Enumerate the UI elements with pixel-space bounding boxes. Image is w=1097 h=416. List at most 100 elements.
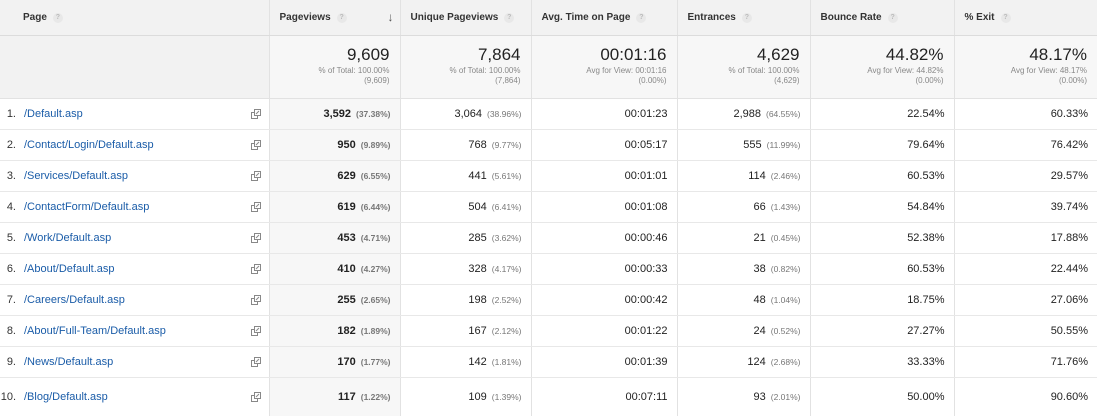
total-absolute: (9,609) [270,76,400,86]
table-row: 7./Careers/Default.asp 255(2.65%) 198(2.… [0,285,1097,316]
bounce-rate-cell: 22.54% [810,99,954,130]
open-page-icon[interactable] [251,357,261,367]
help-icon[interactable]: ? [888,13,898,23]
total-absolute: (0.00%) [811,76,954,86]
entrances-cell: 48(1.04%) [677,285,810,316]
page-link[interactable]: /ContactForm/Default.asp [24,201,149,213]
unique-pageviews-value: 504 [468,201,486,213]
table-row: 1./Default.asp 3,592(37.38%) 3,064(38.96… [0,99,1097,130]
column-header-pageviews[interactable]: Pageviews? ↓ [269,0,400,36]
bounce-rate-cell: 33.33% [810,347,954,378]
sort-descending-icon[interactable]: ↓ [388,10,394,24]
pageviews-value: 453 [337,232,355,244]
entrances-percent: (0.45%) [771,233,801,243]
page-link[interactable]: /Blog/Default.asp [24,391,108,403]
total-value: 4,629 [678,36,810,66]
bounce-rate-cell: 54.84% [810,192,954,223]
column-header-page[interactable]: Page? [0,0,269,36]
pageviews-cell: 117(1.22%) [269,378,400,416]
total-pageviews: 9,609% of Total: 100.00%(9,609) [269,36,400,99]
open-page-icon[interactable] [251,264,261,274]
avg-time-cell: 00:01:08 [531,192,677,223]
entrances-percent: (0.82%) [771,264,801,274]
total-share: % of Total: 100.00% [270,66,400,76]
help-icon[interactable]: ? [1001,13,1011,23]
unique-pageviews-value: 768 [468,139,486,151]
pageviews-cell: 629(6.55%) [269,161,400,192]
page-link[interactable]: /Default.asp [24,108,83,120]
entrances-cell: 24(0.52%) [677,316,810,347]
unique-pageviews-percent: (3.62%) [492,233,522,243]
page-link[interactable]: /About/Full-Team/Default.asp [24,325,166,337]
open-page-icon[interactable] [251,295,261,305]
page-cell: 4./ContactForm/Default.asp [0,192,269,223]
unique-pageviews-percent: (5.61%) [492,171,522,181]
page-link[interactable]: /Services/Default.asp [24,170,128,182]
total-value: 48.17% [955,36,1097,66]
entrances-cell: 66(1.43%) [677,192,810,223]
entrances-percent: (1.43%) [771,202,801,212]
column-header-exit[interactable]: % Exit? [954,0,1097,36]
pageviews-cell: 182(1.89%) [269,316,400,347]
page-link[interactable]: /Work/Default.asp [24,232,111,244]
entrances-cell: 124(2.68%) [677,347,810,378]
exit-cell: 90.60% [954,378,1097,416]
table-row: 3./Services/Default.asp 629(6.55%) 441(5… [0,161,1097,192]
row-rank: 2. [0,139,16,151]
column-header-bounce-rate[interactable]: Bounce Rate? [810,0,954,36]
unique-pageviews-value: 198 [468,294,486,306]
table-body: 1./Default.asp 3,592(37.38%) 3,064(38.96… [0,99,1097,416]
column-label: Page [23,12,47,23]
help-icon[interactable]: ? [53,13,63,23]
column-label: Pageviews [280,12,331,23]
page-link[interactable]: /About/Default.asp [24,263,115,275]
column-header-unique-pageviews[interactable]: Unique Pageviews? [400,0,531,36]
open-page-icon[interactable] [251,140,261,150]
entrances-cell: 21 (0.45%) [677,223,810,254]
table-row: 9./News/Default.asp 170(1.77%) 142(1.81%… [0,347,1097,378]
column-header-entrances[interactable]: Entrances? [677,0,810,36]
avg-time-value: 00:01:39 [625,356,668,368]
open-page-icon[interactable] [251,171,261,181]
bounce-rate-cell: 50.00% [810,378,954,416]
exit-cell: 17.88% [954,223,1097,254]
total-bounce-rate: 44.82%Avg for View: 44.82%(0.00%) [810,36,954,99]
help-icon[interactable]: ? [636,13,646,23]
open-page-icon[interactable] [251,326,261,336]
page-link[interactable]: /Careers/Default.asp [24,294,125,306]
pageviews-cell: 950(9.89%) [269,130,400,161]
total-value: 9,609 [270,36,400,66]
help-icon[interactable]: ? [337,13,347,23]
help-icon[interactable]: ? [742,13,752,23]
page-link[interactable]: /News/Default.asp [24,356,113,368]
pageviews-cell: 3,592(37.38%) [269,99,400,130]
unique-pageviews-percent: (38.96%) [487,109,522,119]
unique-pageviews-cell: 441(5.61%) [400,161,531,192]
open-page-icon[interactable] [251,233,261,243]
unique-pageviews-cell: 167(2.12%) [400,316,531,347]
pageviews-value: 170 [337,356,355,368]
table-row: 2./Contact/Login/Default.asp 950(9.89%) … [0,130,1097,161]
entrances-cell: 93(2.01%) [677,378,810,416]
unique-pageviews-value: 142 [468,356,486,368]
avg-time-cell: 00:00:33 [531,254,677,285]
pageviews-cell: 170(1.77%) [269,347,400,378]
exit-cell: 76.42% [954,130,1097,161]
total-exit: 48.17%Avg for View: 48.17%(0.00%) [954,36,1097,99]
unique-pageviews-cell: 142(1.81%) [400,347,531,378]
open-page-icon[interactable] [251,392,261,402]
exit-value: 22.44% [1051,263,1088,275]
pageviews-percent: (6.55%) [361,171,391,181]
help-icon[interactable]: ? [504,13,514,23]
page-link[interactable]: /Contact/Login/Default.asp [24,139,154,151]
unique-pageviews-cell: 198(2.52%) [400,285,531,316]
entrances-value: 21 [753,232,765,244]
open-page-icon[interactable] [251,109,261,119]
open-page-icon[interactable] [251,202,261,212]
avg-time-cell: 00:01:22 [531,316,677,347]
total-unique-pageviews: 7,864% of Total: 100.00%(7,864) [400,36,531,99]
column-header-avg-time[interactable]: Avg. Time on Page? [531,0,677,36]
entrances-value: 93 [753,391,765,403]
exit-cell: 71.76% [954,347,1097,378]
entrances-value: 114 [748,170,766,182]
